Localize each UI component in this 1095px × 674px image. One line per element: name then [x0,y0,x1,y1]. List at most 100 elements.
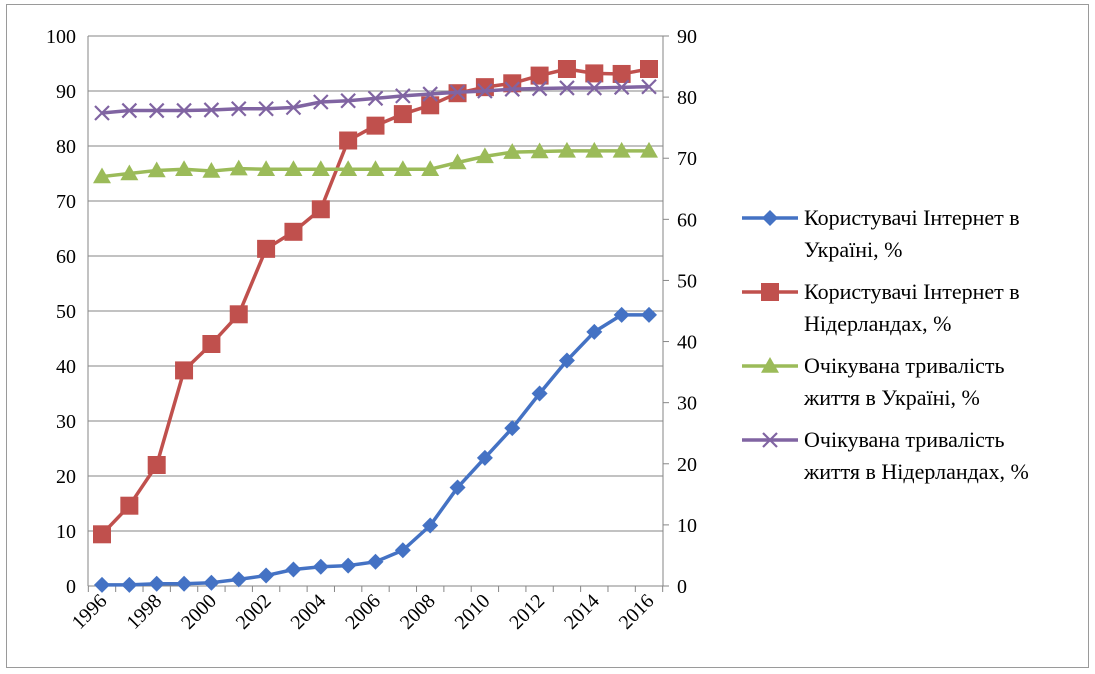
x-tick-label: 2012 [505,590,549,634]
x-tick-label: 2004 [286,590,330,634]
data-point [393,105,412,124]
data-point-stroke [285,99,302,116]
y-right-tick-label: 80 [677,87,697,109]
data-point [340,92,356,109]
data-point [202,335,221,353]
data-point [120,164,139,181]
data-point [339,160,358,176]
data-point [612,64,631,83]
data-point-stroke [477,83,493,99]
data-point-stroke [340,92,356,109]
data-point [285,99,302,116]
legend-label: Очікувана тривалість [804,353,1005,378]
y-right-tick-label: 20 [677,454,697,476]
legend-entry-3: Очікувана тривалість життя в Україні, % [742,353,1005,410]
legend-entry-1: Користувачі Інтернет в Україні, % [742,205,1020,262]
data-point-stroke [559,80,575,96]
data-point [176,102,192,119]
data-point [449,84,466,101]
data-point [313,94,329,110]
data-point [557,141,576,158]
data-point-stroke [395,88,411,104]
data-point [284,222,303,241]
data-point [504,420,521,437]
data-point [203,102,220,118]
data-point [475,147,494,164]
data-point-stroke [367,90,384,107]
series-3 [93,141,658,184]
y-right-tick-label: 50 [677,270,697,292]
data-point [367,553,384,570]
y-left-tick-label: 70 [56,191,76,213]
data-point [641,306,657,323]
x-tick-label: 2008 [396,590,440,634]
data-point [448,153,467,170]
data-point [503,143,522,159]
data-point [585,64,604,83]
data-point [176,575,193,592]
data-point [120,496,139,515]
data-point [93,167,111,184]
data-point [311,160,330,176]
data-point-stroke [203,102,220,118]
data-point [366,116,385,135]
data-point [202,162,221,178]
data-point [93,525,111,544]
data-point [421,96,440,115]
data-point-stroke [422,86,438,102]
data-point [175,160,194,176]
data-point [339,131,358,150]
data-point [230,571,247,588]
y-left-tick-label: 30 [56,411,76,433]
data-point [422,86,438,102]
data-point [530,66,549,85]
legend-label: життя в Україні, % [803,385,980,410]
data-point [762,210,778,226]
x-tick-label: 1998 [122,590,166,634]
data-point [285,561,302,578]
data-point [585,141,604,158]
data-point [641,78,657,95]
data-point [476,449,493,466]
data-point-stroke [531,80,548,97]
x-tick-label: 2006 [341,590,385,634]
data-point [258,100,274,117]
data-point [311,200,330,219]
data-point-stroke [94,105,110,121]
data-point-stroke [449,84,466,101]
data-point [762,432,778,448]
data-point-stroke [121,102,138,119]
data-point [475,78,494,97]
data-point [284,160,303,176]
y-right-tick-label: 30 [677,393,697,415]
y-right-tick-label: 40 [677,332,697,354]
data-point [121,576,138,593]
y-left-tick-label: 10 [56,521,76,543]
series-2 [93,60,658,544]
data-point [147,456,166,474]
data-point [312,558,329,575]
data-point-stroke [176,102,192,119]
data-point [613,306,630,323]
data-point [229,305,248,324]
data-point [421,160,440,176]
x-tick-label: 2002 [232,590,276,634]
y-right-tick-label: 10 [677,515,697,537]
data-point-stroke [641,78,657,95]
y-left-tick-label: 20 [56,466,76,488]
data-point-stroke [230,100,247,117]
data-point [229,159,248,176]
legend-label: Нідерландах, % [804,311,951,336]
data-point [477,83,493,99]
data-point-stroke [762,432,778,448]
y-left-tick-label: 40 [56,356,76,378]
data-point [559,80,575,96]
data-point-stroke [586,80,603,96]
series-1 [94,306,657,593]
legend-entry-4: Очікувана тривалість життя в Нідерландах,… [742,427,1029,484]
data-point [257,160,276,176]
y-right-tick-label: 0 [677,576,687,598]
y-left-tick-label: 0 [66,576,76,598]
data-point [203,574,220,591]
